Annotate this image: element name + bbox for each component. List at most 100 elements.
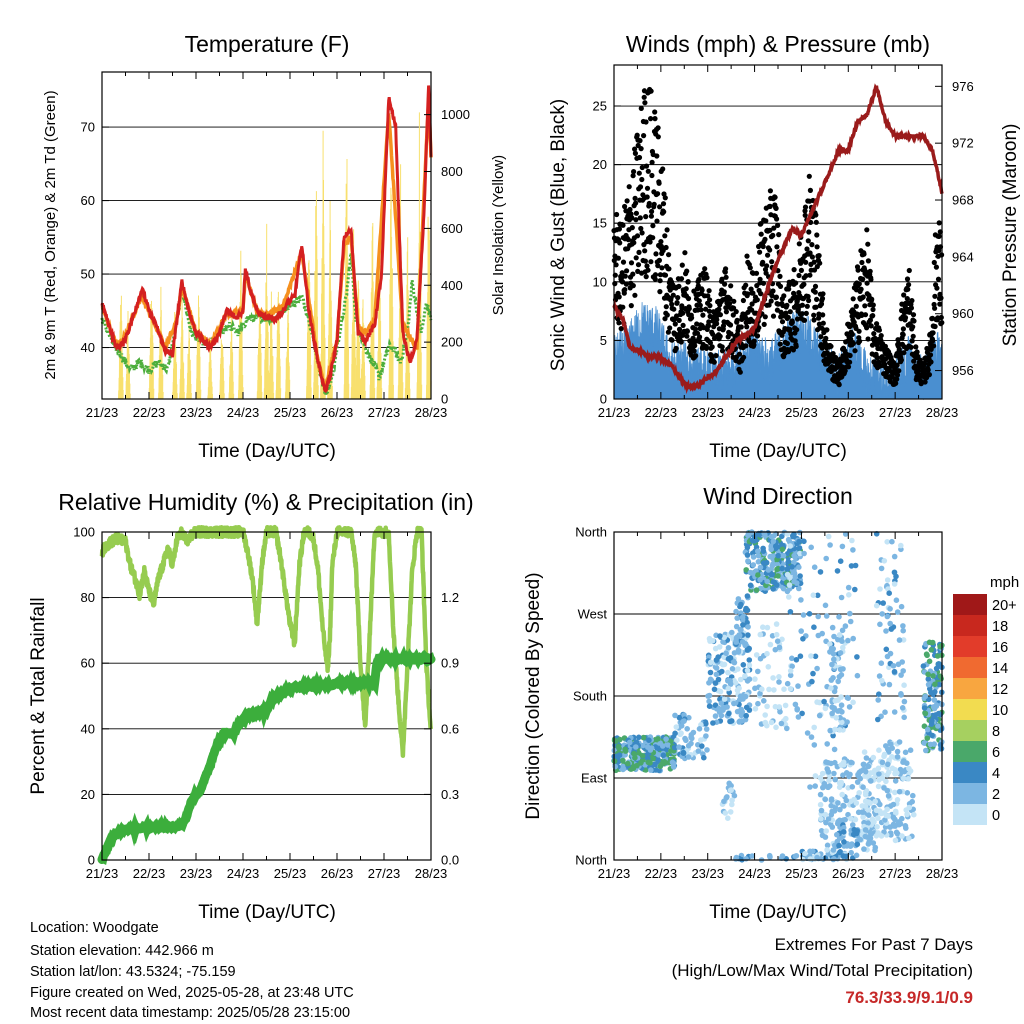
gust-point xyxy=(737,369,743,375)
gust-point xyxy=(758,221,764,227)
gust-point xyxy=(654,218,660,224)
direction-point xyxy=(712,702,719,708)
direction-point xyxy=(828,797,835,804)
direction-point xyxy=(695,748,702,754)
gust-point xyxy=(700,312,706,318)
gust-point xyxy=(643,119,649,125)
direction-point xyxy=(889,754,895,760)
x-tick-label: 25/23 xyxy=(274,866,307,881)
direction-point xyxy=(746,657,753,663)
direction-point xyxy=(824,766,830,772)
gust-point xyxy=(893,380,899,386)
gust-point xyxy=(697,334,703,340)
direction-point xyxy=(794,707,800,713)
gust-point xyxy=(676,317,682,323)
x-tick-label: 23/23 xyxy=(691,405,724,420)
gust-point xyxy=(799,302,806,308)
colorbar-swatch xyxy=(953,678,987,699)
gust-point xyxy=(685,295,692,302)
direction-point xyxy=(753,587,760,593)
direction-point xyxy=(655,736,661,742)
direction-point xyxy=(830,732,836,739)
direction-point xyxy=(808,653,814,659)
gust-point xyxy=(750,290,756,296)
direction-point xyxy=(906,765,912,772)
x-axis-label: Time (Day/UTC) xyxy=(709,441,847,462)
direction-point xyxy=(884,539,890,545)
direction-point xyxy=(849,537,855,544)
gust-point xyxy=(655,134,661,140)
direction-point xyxy=(750,554,757,560)
gust-point xyxy=(938,295,944,301)
gust-point xyxy=(622,273,628,279)
direction-point xyxy=(832,685,838,691)
gust-point xyxy=(624,268,630,274)
direction-point xyxy=(831,770,837,777)
direction-point xyxy=(826,777,832,784)
gust-point xyxy=(660,166,666,172)
gust-point xyxy=(911,358,917,364)
direction-point xyxy=(723,650,729,656)
gust-point xyxy=(935,276,942,282)
colorbar-label: 4 xyxy=(992,766,1000,782)
gust-point xyxy=(643,214,649,220)
direction-point xyxy=(837,650,844,656)
gust-point xyxy=(931,301,937,308)
x-tick-label: 22/23 xyxy=(645,866,678,881)
gust-point xyxy=(643,274,649,280)
gust-point xyxy=(691,348,697,354)
gust-point xyxy=(693,353,699,359)
direction-point xyxy=(779,565,785,572)
data-layer xyxy=(611,83,945,401)
gust-point xyxy=(909,298,915,304)
gust-point xyxy=(632,292,638,298)
gust-point xyxy=(779,319,786,325)
gust-point xyxy=(936,233,942,239)
direction-point xyxy=(842,623,849,629)
direction-point xyxy=(764,703,770,710)
gust-point xyxy=(864,325,870,331)
direction-point xyxy=(786,582,793,588)
panel-wind-direction: Wind Direction Direction (Colored By Spe… xyxy=(523,483,1019,923)
direction-point xyxy=(807,784,813,790)
direction-point xyxy=(922,710,929,717)
direction-point xyxy=(681,712,687,718)
direction-point xyxy=(876,747,882,753)
x-tick-label: 27/23 xyxy=(879,405,912,420)
direction-point xyxy=(876,771,882,777)
direction-point xyxy=(865,763,872,770)
y-tick-label: 60 xyxy=(81,656,95,671)
y2-tick-label: 960 xyxy=(952,306,974,321)
direction-point xyxy=(899,833,905,839)
y-tick-label: 20 xyxy=(81,787,95,802)
direction-point xyxy=(703,720,709,727)
direction-point xyxy=(734,687,741,694)
gust-point xyxy=(801,317,808,323)
direction-point xyxy=(769,571,775,578)
gust-point xyxy=(767,247,773,253)
gust-point xyxy=(620,304,626,310)
plot-area: 21/23 22/23 23/23 24/23 25/23 26/23 27/23 28/23… xyxy=(593,64,974,420)
y2-tick-label: 956 xyxy=(952,363,974,378)
direction-point xyxy=(799,710,805,717)
y2-tick-label: 0.3 xyxy=(441,787,459,802)
gust-point xyxy=(716,306,722,312)
gust-point xyxy=(616,294,622,300)
direction-point xyxy=(712,713,719,719)
gust-point xyxy=(629,225,635,231)
direction-point xyxy=(847,771,853,778)
gust-point xyxy=(894,362,900,368)
data-layer xyxy=(100,85,433,400)
direction-point xyxy=(727,787,734,794)
gust-point xyxy=(798,267,805,273)
direction-point xyxy=(673,724,680,730)
gust-point xyxy=(639,164,645,171)
direction-point xyxy=(755,553,762,559)
gust-point xyxy=(809,254,816,260)
gust-point xyxy=(813,212,819,218)
gust-point xyxy=(869,342,876,348)
gust-point xyxy=(803,259,809,265)
chart-title: Temperature (F) xyxy=(185,31,350,57)
direction-point xyxy=(818,828,825,834)
gust-point xyxy=(938,314,944,321)
